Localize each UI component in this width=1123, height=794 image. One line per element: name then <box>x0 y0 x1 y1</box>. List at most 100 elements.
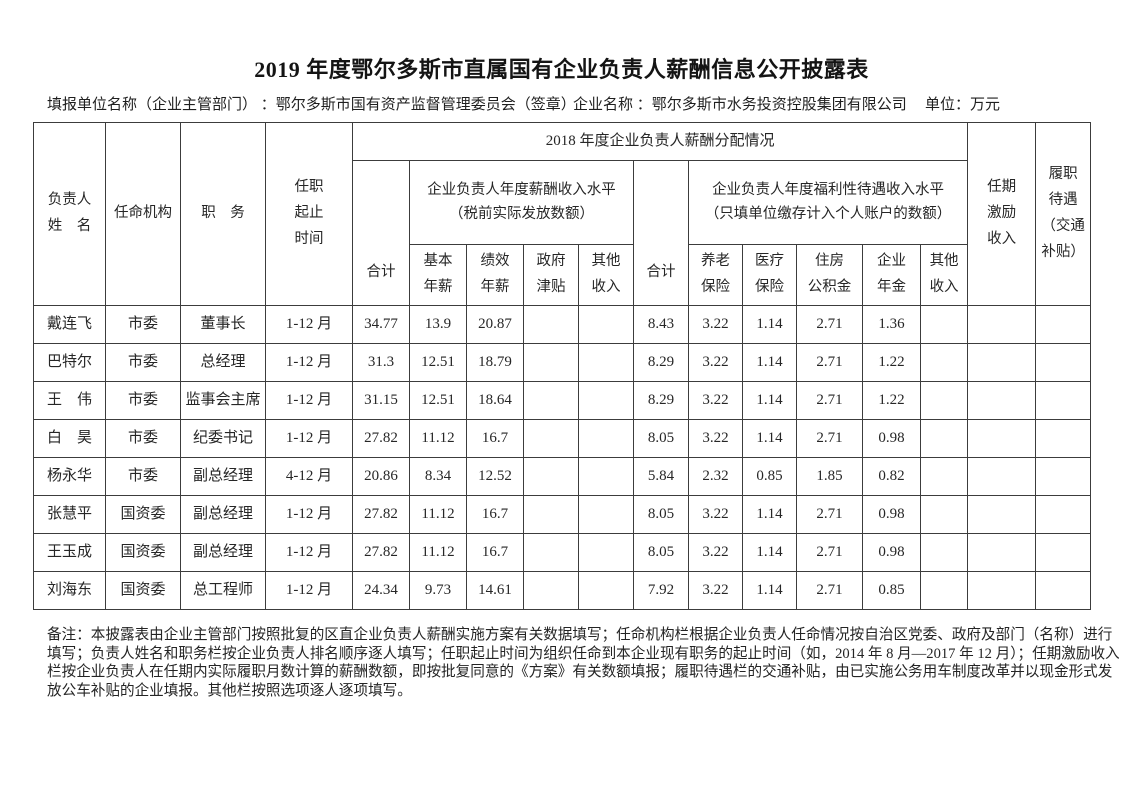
cell-medical: 1.14 <box>742 381 797 420</box>
cell-position: 副总经理 <box>180 495 266 534</box>
cell-welfare-other <box>919 305 969 344</box>
cell-other-income <box>578 457 634 496</box>
cell-term: 1-12 月 <box>265 381 353 420</box>
table-row: 巴特尔 市委 总经理 1-12 月 31.3 12.51 18.79 8.29 3.22 1.14… <box>33 343 1092 382</box>
cell-position: 总工程师 <box>180 571 266 610</box>
header-duty-allowance: 履职 待遇 （交通 补贴） <box>1035 122 1092 306</box>
cell-salary-total: 27.82 <box>352 533 410 572</box>
cell-annuity: 1.22 <box>862 381 921 420</box>
cell-incentive <box>967 457 1037 496</box>
cell-pension: 3.22 <box>688 533 743 572</box>
reporting-unit-label: 填报单位名称（企业主管部门） ：鄂尔多斯市国有资产监督管理委员会（签章） <box>47 97 576 113</box>
cell-salary-total: 27.82 <box>352 495 410 534</box>
cell-term: 1-12 月 <box>265 305 353 344</box>
header-salary-income-group: 企业负责人年度薪酬收入水平 （税前实际发放数额） <box>409 160 634 245</box>
cell-term: 1-12 月 <box>265 571 353 610</box>
cell-performance-salary: 18.79 <box>466 343 524 382</box>
cell-housing-fund: 2.71 <box>796 343 863 382</box>
cell-welfare-other <box>919 533 969 572</box>
cell-salary-total: 34.77 <box>352 305 410 344</box>
cell-allowance <box>1035 533 1092 572</box>
cell-incentive <box>967 495 1037 534</box>
cell-position: 董事长 <box>180 305 266 344</box>
cell-name: 戴连飞 <box>33 305 106 344</box>
header-person-name: 负责人 姓 名 <box>33 122 106 306</box>
cell-position: 纪委书记 <box>180 419 266 458</box>
table-row: 刘海东 国资委 总工程师 1-12 月 24.34 9.73 14.61 7.92 3.22 1.… <box>33 571 1092 610</box>
cell-term: 1-12 月 <box>265 419 353 458</box>
cell-other-income <box>578 419 634 458</box>
cell-name: 刘海东 <box>33 571 106 610</box>
cell-pension: 3.22 <box>688 495 743 534</box>
note-line: 填写；负责人姓名和职务栏按企业负责人排名顺序逐人填写；任职起止时间为组织任命到本… <box>47 645 1120 662</box>
cell-welfare-total: 7.92 <box>633 571 689 610</box>
cell-performance-salary: 20.87 <box>466 305 524 344</box>
header-row-1: 负责人 姓 名 任命机构 职 务 任职 起止 时间 2018 年度企业负责人薪酬… <box>33 122 1092 306</box>
header-2018-distribution: 2018 年度企业负责人薪酬分配情况 <box>351 122 969 161</box>
cell-salary-total: 24.34 <box>352 571 410 610</box>
cell-performance-salary: 12.52 <box>466 457 524 496</box>
header-term: 任职 起止 时间 <box>265 122 353 306</box>
note-line: 栏按企业负责人在任期内实际履职月数计算的薪酬数额，即按批复同意的《方案》有关数额… <box>47 664 1113 681</box>
notes: 备注：本披露表由企业主管部门按照批复的区直企业负责人薪酬实施方案有关数据填写；任… <box>47 626 1120 700</box>
cell-base-salary: 11.12 <box>409 419 467 458</box>
salary-disclosure-table: 负责人 姓 名 任命机构 职 务 任职 起止 时间 2018 年度企业负责人薪酬… <box>33 122 1092 610</box>
cell-position: 副总经理 <box>180 533 266 572</box>
header-appointing-agency: 任命机构 <box>105 122 181 306</box>
cell-performance-salary: 14.61 <box>466 571 524 610</box>
cell-gov-subsidy <box>523 571 579 610</box>
header-salary-total: 合计 <box>352 160 410 306</box>
unit-label: 单位：万元 <box>925 97 1001 113</box>
cell-incentive <box>967 419 1037 458</box>
cell-gov-subsidy <box>523 381 579 420</box>
cell-position: 监事会主席 <box>180 381 266 420</box>
cell-housing-fund: 2.71 <box>796 381 863 420</box>
header-base-salary: 基本 年薪 <box>409 244 467 306</box>
cell-welfare-total: 8.29 <box>633 381 689 420</box>
cell-performance-salary: 18.64 <box>466 381 524 420</box>
cell-welfare-other <box>919 495 969 534</box>
cell-name: 杨永华 <box>33 457 106 496</box>
cell-welfare-total: 8.05 <box>633 495 689 534</box>
cell-agency: 国资委 <box>105 495 181 534</box>
company-name-label: 企业名称 ：鄂尔多斯市水务投资控股集团有限公司 <box>573 97 907 113</box>
table-row: 白 昊市委 纪委书记 1-12 月 27.82 11.12 16.7 8.05 3.22 1.1… <box>33 419 1092 458</box>
cell-incentive <box>967 343 1037 382</box>
cell-housing-fund: 2.71 <box>796 419 863 458</box>
cell-medical: 1.14 <box>742 495 797 534</box>
cell-welfare-total: 8.05 <box>633 419 689 458</box>
cell-salary-total: 20.86 <box>352 457 410 496</box>
table-row: 戴连飞 市委 董事长 1-12 月 34.77 13.9 20.87 8.43 3.22 1.14… <box>33 305 1092 344</box>
cell-pension: 2.32 <box>688 457 743 496</box>
cell-base-salary: 8.34 <box>409 457 467 496</box>
cell-name: 王 伟 <box>33 381 106 420</box>
cell-pension: 3.22 <box>688 343 743 382</box>
cell-performance-salary: 16.7 <box>466 419 524 458</box>
cell-pension: 3.22 <box>688 419 743 458</box>
cell-welfare-other <box>919 381 969 420</box>
cell-gov-subsidy <box>523 305 579 344</box>
cell-term: 1-12 月 <box>265 495 353 534</box>
cell-other-income <box>578 343 634 382</box>
cell-performance-salary: 16.7 <box>466 533 524 572</box>
cell-incentive <box>967 305 1037 344</box>
cell-performance-salary: 16.7 <box>466 495 524 534</box>
cell-name: 王玉成 <box>33 533 106 572</box>
cell-name: 张慧平 <box>33 495 106 534</box>
header-performance-salary: 绩效 年薪 <box>466 244 524 306</box>
cell-incentive <box>967 571 1037 610</box>
header-row-3: 基本 年薪 绩效 年薪 政府 津贴 其他 收入 养老 保险 医疗 保险 住房 公… <box>34 244 1091 306</box>
header-annuity: 企业 年金 <box>862 244 921 306</box>
cell-gov-subsidy <box>523 419 579 458</box>
header-housing-fund: 住房 公积金 <box>796 244 863 306</box>
cell-base-salary: 9.73 <box>409 571 467 610</box>
cell-term: 1-12 月 <box>265 343 353 382</box>
cell-term: 4-12 月 <box>265 457 353 496</box>
table-row: 杨永华 市委 副总经理 4-12 月 20.86 8.34 12.52 5.84 2.32 0.8… <box>33 457 1092 496</box>
info-row: 填报单位名称（企业主管部门） ：鄂尔多斯市国有资产监督管理委员会（签章） 企业名… <box>0 93 1123 113</box>
cell-other-income <box>578 571 634 610</box>
cell-agency: 市委 <box>105 305 181 344</box>
cell-allowance <box>1035 305 1092 344</box>
cell-pension: 3.22 <box>688 381 743 420</box>
cell-housing-fund: 2.71 <box>796 305 863 344</box>
